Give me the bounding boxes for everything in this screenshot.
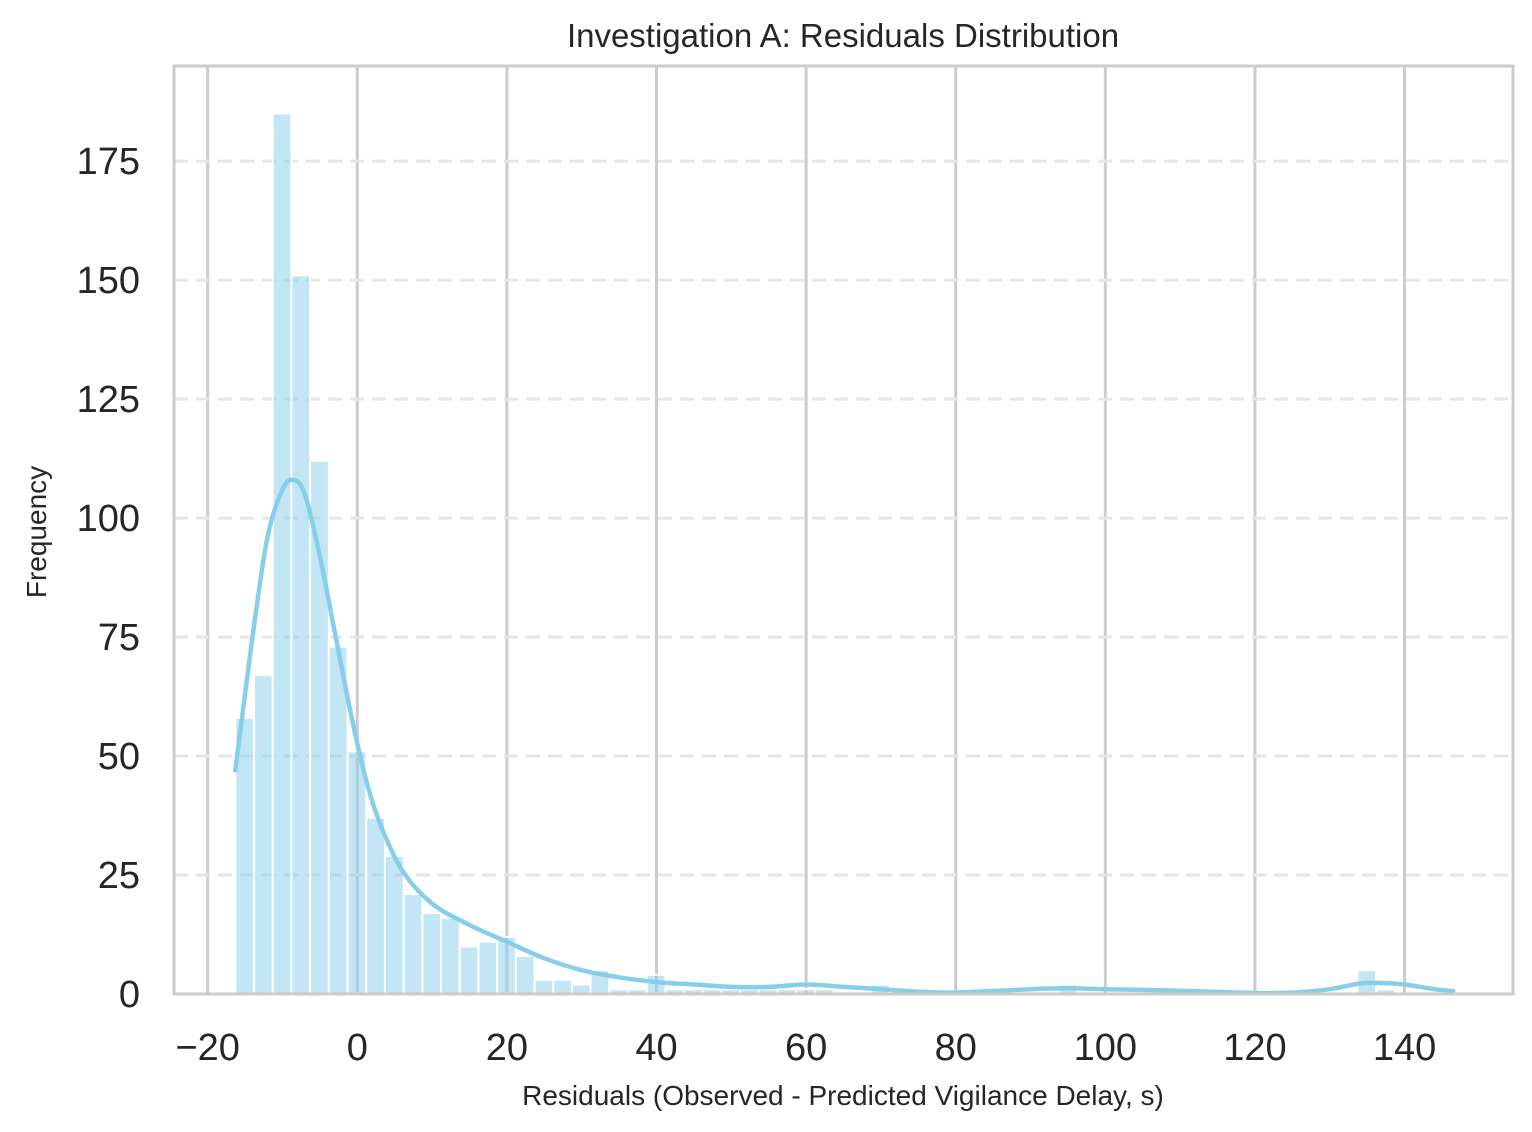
x-tick-label: 0 (347, 1027, 368, 1069)
histogram-bar (253, 674, 274, 996)
y-tick-label: 125 (77, 379, 140, 421)
x-tick-label: 60 (785, 1027, 827, 1069)
histogram-bar (402, 893, 424, 995)
histogram-bar (440, 916, 461, 995)
histogram-bar (346, 750, 368, 995)
x-tick-label: −20 (175, 1027, 239, 1069)
axes-frame (172, 64, 1515, 996)
x-tick-label: 40 (635, 1027, 677, 1069)
histogram-bar (271, 112, 293, 996)
x-tick-label: 20 (486, 1027, 528, 1069)
histogram-bar (533, 978, 555, 996)
histogram-bar (290, 274, 312, 995)
histogram-bar (458, 945, 480, 996)
histogram-bar (514, 954, 536, 996)
x-gridlines (206, 66, 1407, 994)
histogram-bar (309, 459, 330, 995)
x-tick-label: 120 (1223, 1027, 1286, 1069)
histogram-bar (477, 940, 499, 996)
y-tick-label: 0 (119, 974, 140, 1016)
y-tick-label: 25 (98, 855, 140, 897)
y-gridlines (174, 159, 1513, 877)
histogram-bar (552, 978, 573, 996)
x-tick-labels: −20 0 20 40 60 80 100 120 140 (175, 1027, 1436, 1069)
x-axis-label: Residuals (Observed - Predicted Vigilanc… (522, 1080, 1164, 1111)
histogram-bar (365, 816, 386, 996)
y-tick-label: 150 (77, 260, 140, 302)
histogram-bar (327, 645, 349, 995)
histogram-bars (234, 112, 1396, 996)
y-tick-label: 75 (98, 617, 140, 659)
chart-title: Investigation A: Residuals Distribution (567, 17, 1119, 54)
y-tick-label: 50 (98, 736, 140, 778)
histogram-bar (383, 854, 405, 995)
y-tick-labels: 0 25 50 75 100 125 150 175 (77, 141, 140, 1016)
plot-area (174, 66, 1513, 994)
y-tick-label: 100 (77, 498, 140, 540)
y-axis-label: Frequency (21, 466, 52, 598)
x-tick-label: 80 (935, 1027, 977, 1069)
histogram-bar (421, 912, 443, 995)
x-tick-label: 140 (1373, 1027, 1436, 1069)
x-tick-label: 100 (1074, 1027, 1137, 1069)
y-tick-label: 175 (77, 141, 140, 183)
